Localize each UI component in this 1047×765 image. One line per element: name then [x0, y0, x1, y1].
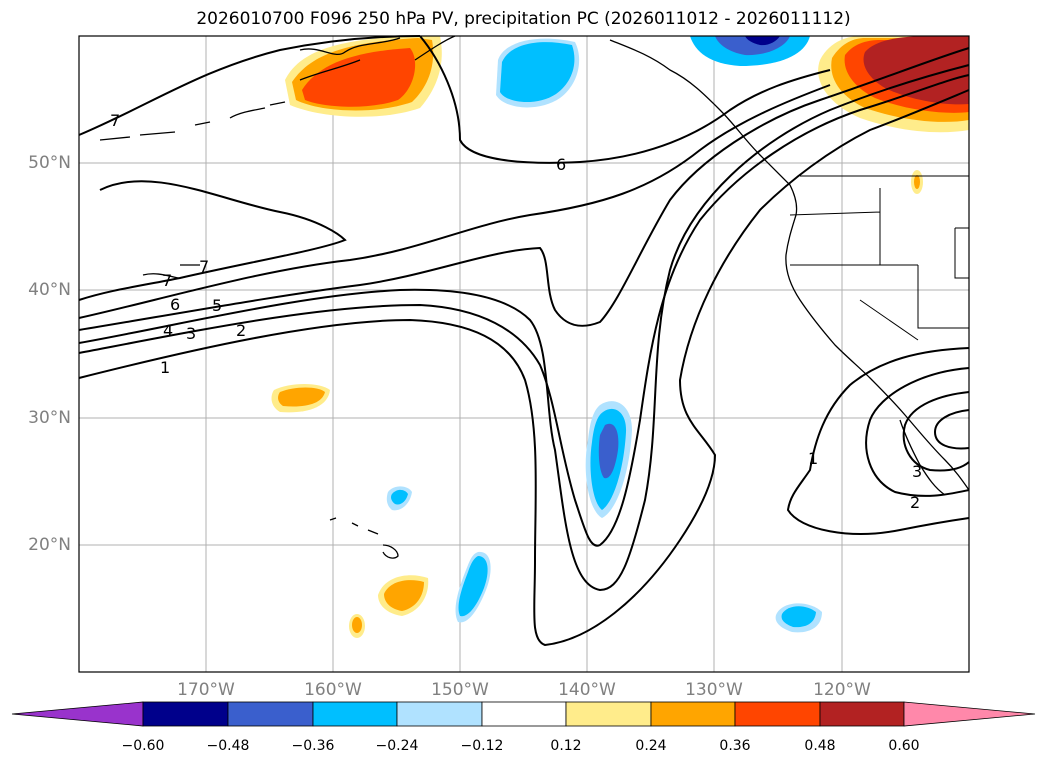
colorbar-tick-label: 0.24 [635, 738, 667, 754]
map-frame [78, 35, 970, 673]
precip-negative-north-core [500, 42, 575, 103]
alaska-coastline [99, 35, 456, 141]
colorbar-extend-max [903, 701, 1036, 727]
colorbar [11, 701, 1036, 727]
precip-positive-hawaii-core [384, 580, 424, 611]
colorbar-bin [227, 701, 314, 727]
colorbar-tick-label: 0.36 [719, 738, 751, 754]
lat-label: 50°N [28, 153, 71, 173]
kamchatka-islets [142, 264, 200, 279]
contour-4 [78, 47, 970, 331]
colorbar-bin [734, 701, 821, 727]
contour-label: 6 [556, 155, 566, 174]
colorbar-tick-label: −0.12 [460, 738, 504, 754]
contour-1-east [786, 347, 970, 535]
colorbar-extend-min [11, 701, 144, 727]
lon-label: 130°W [685, 680, 743, 700]
contour-1 [78, 89, 970, 647]
gridlines [79, 36, 969, 672]
contour-6-north [419, 35, 831, 164]
contour-label: 7 [162, 271, 172, 290]
contour-3-east [902, 391, 970, 472]
contour-label: 1 [808, 449, 818, 468]
borders [789, 175, 969, 341]
contour-label: 4 [163, 321, 173, 340]
contour-label: 7 [199, 257, 209, 276]
us-west-coastline [785, 214, 970, 491]
colorbar-bin [565, 701, 652, 727]
precip-negative-central-core [598, 423, 619, 479]
lat-label: 20°N [28, 535, 71, 555]
colorbar-bin [312, 701, 398, 727]
contour-6-west [78, 180, 347, 301]
colorbar-tick-label: −0.60 [121, 738, 165, 754]
lon-label: 150°W [431, 680, 489, 700]
contour-5 [78, 84, 831, 319]
lon-label: 140°W [558, 680, 616, 700]
map-title: 2026010700 F096 250 hPa PV, precipitatio… [196, 9, 851, 29]
contour-label: 1 [160, 358, 170, 377]
colorbar-bin [650, 701, 736, 727]
colorbar-tick-label: 0.48 [804, 738, 836, 754]
pv-contours [78, 35, 970, 647]
contour-2-east [865, 367, 970, 497]
baja-coastline [899, 419, 946, 496]
precip-shading [271, 36, 969, 638]
colorbar-bin [481, 701, 567, 727]
contour-3 [78, 64, 970, 592]
contour-7-north [78, 35, 421, 136]
precip-positive-dot-core [914, 175, 920, 189]
contour-label-group: 7 7 7 6 5 4 3 2 1 6 1 3 2 [110, 111, 922, 512]
colorbar-bin [142, 701, 229, 727]
coastlines [99, 35, 970, 559]
lat-label: 30°N [28, 408, 71, 428]
lat-label: 40°N [28, 280, 71, 300]
colorbar-tick-label: 0.60 [888, 738, 920, 754]
precip-positive-alaska-core [302, 48, 416, 107]
contour-label: 3 [912, 462, 922, 481]
contour-label: 2 [236, 321, 246, 340]
lon-label: 170°W [177, 680, 235, 700]
colorbar-bin [396, 701, 483, 727]
precip-negative-small-core [391, 489, 408, 505]
precip-positive-small-core [352, 617, 362, 633]
precip-negative-southeast-core [781, 606, 816, 628]
contour-label: 6 [170, 295, 180, 314]
precip-positive-west-core [278, 387, 325, 407]
lon-label: 160°W [304, 680, 362, 700]
contour-label: 7 [110, 111, 120, 130]
precip-negative-southwest-core [458, 556, 488, 617]
contour-label: 2 [910, 493, 920, 512]
state-borders [789, 188, 969, 341]
colorbar-bin [819, 701, 905, 727]
colorbar-tick-label: −0.36 [291, 738, 335, 754]
lon-label: 120°W [813, 680, 871, 700]
colorbar-tick-label: −0.48 [206, 738, 250, 754]
precip-negative-top-deep [745, 36, 780, 46]
contour-label: 5 [212, 296, 222, 315]
colorbar-tick-label: −0.24 [375, 738, 419, 754]
contour-2 [78, 74, 970, 547]
contour-label: 3 [186, 324, 196, 343]
colorbar-tick-label: 0.12 [550, 738, 582, 754]
hawaii-islands [329, 517, 399, 559]
contour-3-east-inner [933, 409, 970, 450]
